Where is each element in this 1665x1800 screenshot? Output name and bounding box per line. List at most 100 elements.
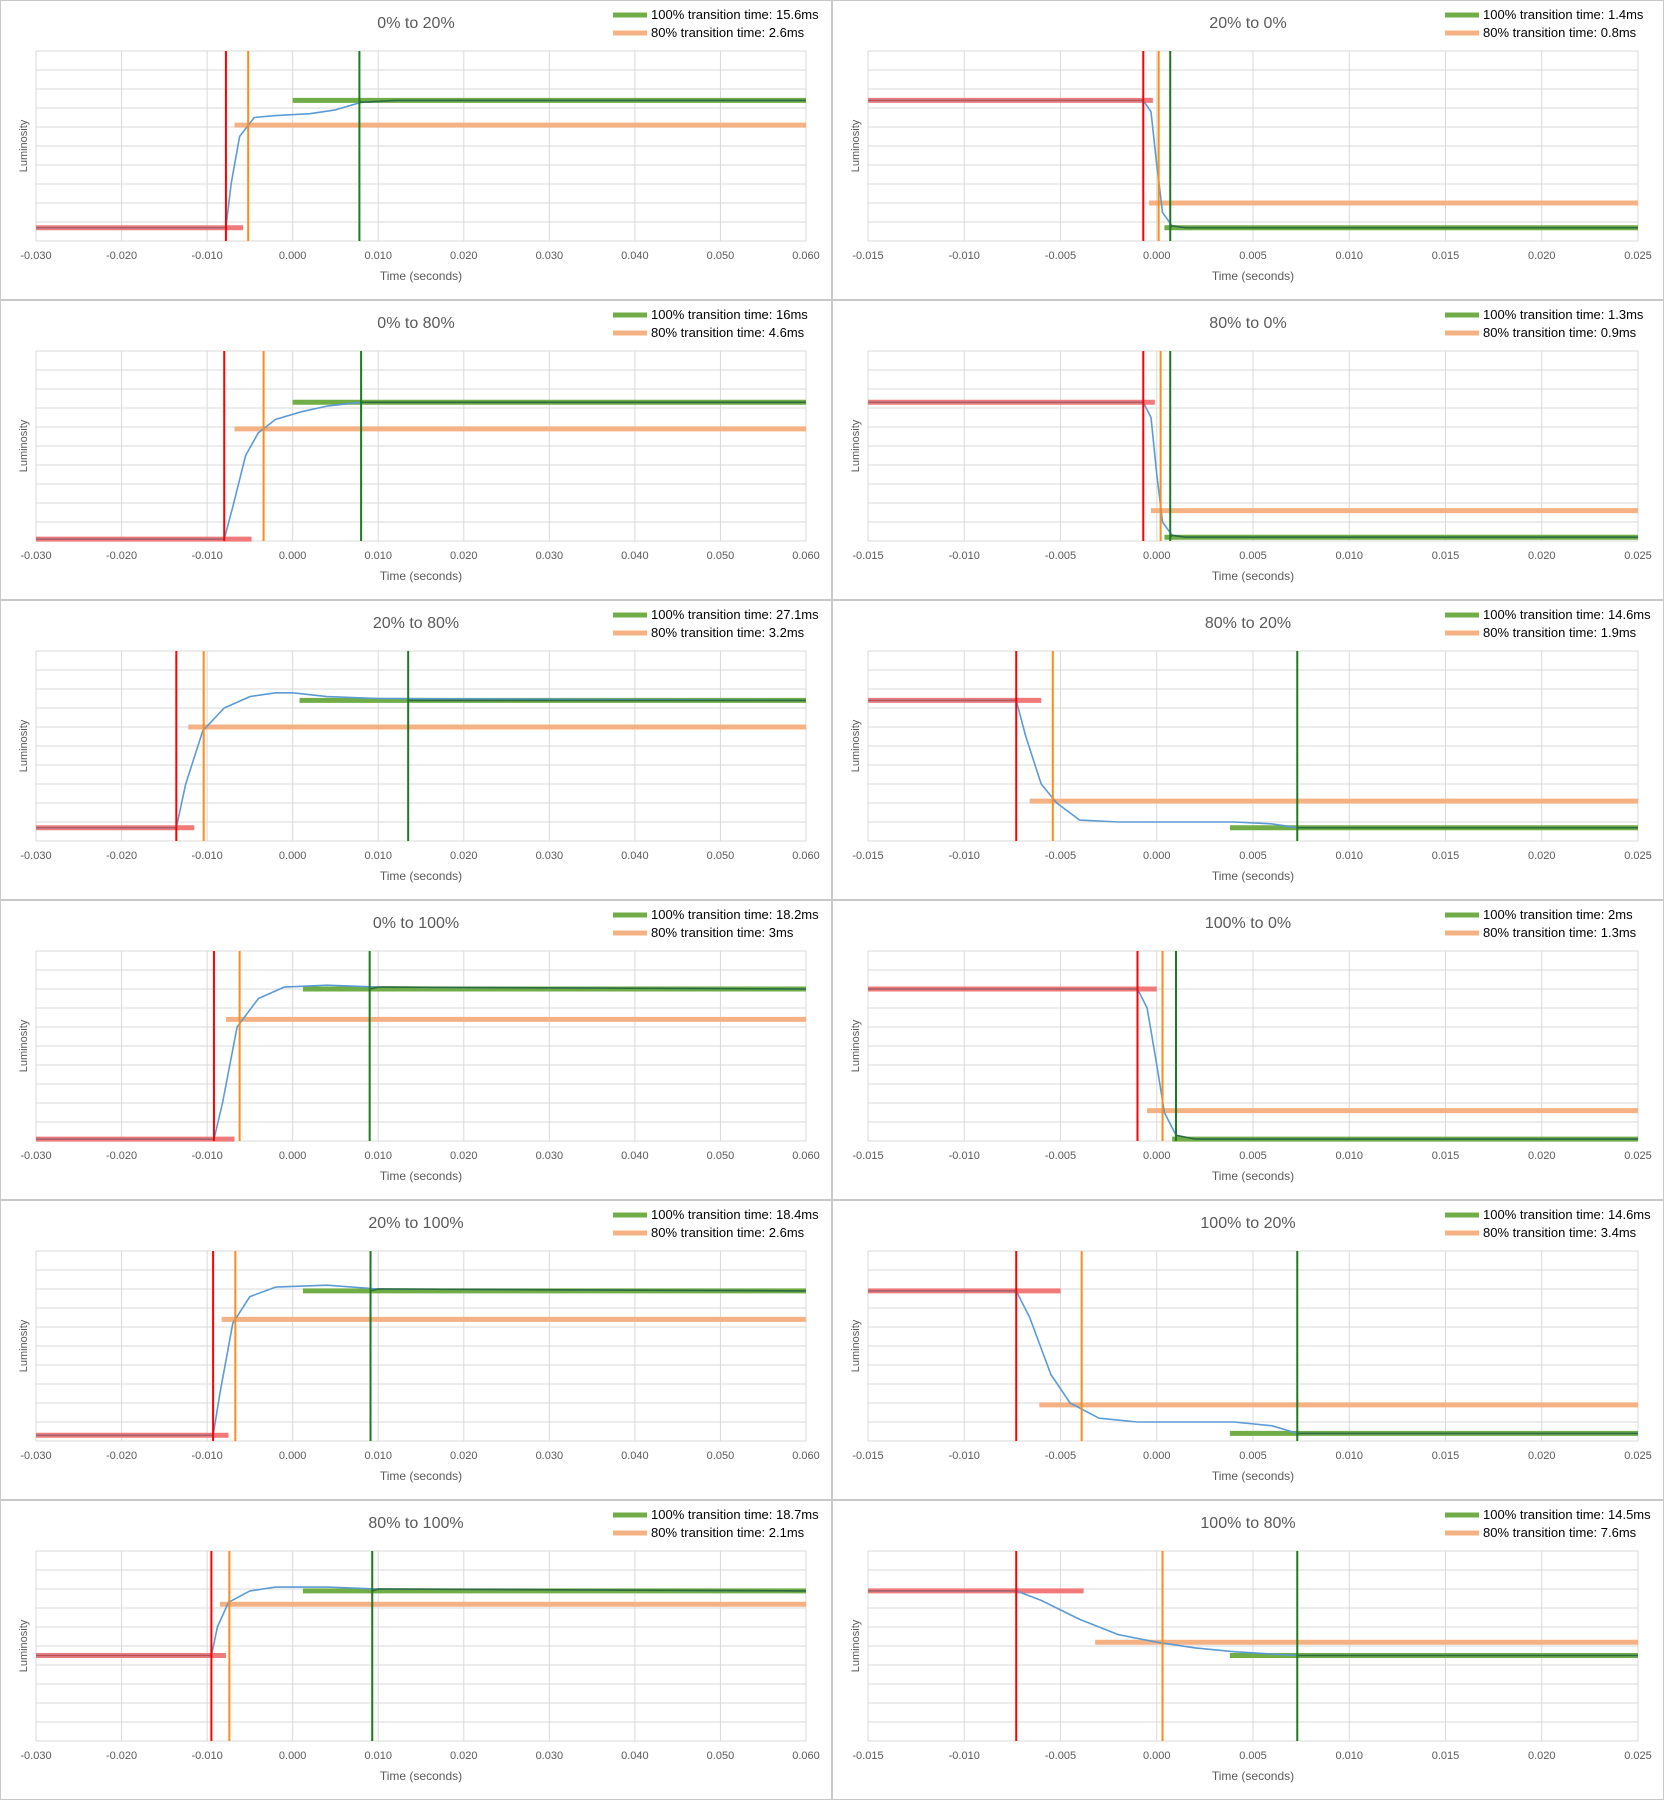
x-axis-label: Time (seconds) xyxy=(380,1169,462,1183)
x-tick-label: -0.005 xyxy=(1045,1150,1076,1162)
x-tick-label: 0.060 xyxy=(792,1450,820,1462)
y-axis-label: Luminosity xyxy=(18,719,30,772)
x-tick-label: 0.005 xyxy=(1239,1450,1267,1462)
chart-panel: -0.015 -0.010 -0.005 0.000 0.005 0.010 0.015 0.… xyxy=(832,900,1664,1200)
x-tick-label: 0.005 xyxy=(1239,250,1267,262)
x-tick-label: -0.010 xyxy=(949,850,980,862)
x-tick-label: 0.025 xyxy=(1624,1150,1652,1162)
legend-80-label: 80% transition time: 3ms xyxy=(651,925,794,940)
luminosity-curve xyxy=(36,1586,807,1657)
chart-svg: -0.030 -0.020 -0.010 0.000 0.010 0.020 0.030 0.… xyxy=(18,1207,820,1483)
x-tick-label: -0.015 xyxy=(852,1750,883,1762)
x-tick-label: 0.010 xyxy=(364,1150,392,1162)
x-tick-label: -0.005 xyxy=(1045,850,1076,862)
legend-80-label: 80% transition time: 3.4ms xyxy=(1483,1225,1637,1240)
x-tick-label: 0.060 xyxy=(792,1150,820,1162)
chart-title: 20% to 0% xyxy=(1209,15,1286,32)
legend-100-label: 100% transition time: 16ms xyxy=(651,307,808,322)
x-axis-label: Time (seconds) xyxy=(380,1769,462,1783)
chart-panel: -0.030 -0.020 -0.010 0.000 0.010 0.020 0.030 0.… xyxy=(0,600,832,900)
x-tick-label: -0.030 xyxy=(20,250,51,262)
x-axis-label: Time (seconds) xyxy=(1212,869,1294,883)
y-axis-label: Luminosity xyxy=(18,1319,30,1372)
x-tick-label: -0.020 xyxy=(106,1150,137,1162)
x-tick-label: -0.030 xyxy=(20,1750,51,1762)
x-tick-label: -0.015 xyxy=(852,550,883,562)
x-axis-label: Time (seconds) xyxy=(1212,1169,1294,1183)
luminosity-curve xyxy=(36,99,806,229)
x-tick-label: 0.020 xyxy=(1528,1750,1556,1762)
legend-100-label: 100% transition time: 27.1ms xyxy=(651,607,819,622)
chart-panel: -0.015 -0.010 -0.005 0.000 0.005 0.010 0.015 0.… xyxy=(832,600,1664,900)
luminosity-curve xyxy=(868,1290,1638,1435)
x-tick-label: 0.050 xyxy=(707,250,735,262)
x-tick-label: 0.000 xyxy=(1143,1150,1171,1162)
x-tick-label: -0.010 xyxy=(192,550,223,562)
luminosity-curve xyxy=(36,1284,807,1437)
x-tick-label: 0.030 xyxy=(536,1150,564,1162)
chart-title: 80% to 20% xyxy=(1205,615,1291,632)
chart-svg: -0.030 -0.020 -0.010 0.000 0.010 0.020 0.030 0.… xyxy=(18,307,820,583)
x-tick-label: 0.000 xyxy=(279,1450,307,1462)
x-axis-label: Time (seconds) xyxy=(380,269,462,283)
legend-80-label: 80% transition time: 1.9ms xyxy=(1483,625,1637,640)
x-tick-label: -0.010 xyxy=(192,850,223,862)
legend-80-label: 80% transition time: 2.1ms xyxy=(651,1525,805,1540)
x-tick-label: -0.030 xyxy=(20,850,51,862)
x-tick-label: 0.020 xyxy=(1528,250,1556,262)
y-axis-label: Luminosity xyxy=(18,119,30,172)
y-axis-label: Luminosity xyxy=(850,119,862,172)
x-tick-label: 0.040 xyxy=(621,850,649,862)
y-axis-label: Luminosity xyxy=(850,1019,862,1072)
x-tick-label: 0.000 xyxy=(279,1150,307,1162)
x-tick-label: 0.050 xyxy=(707,550,735,562)
x-axis-label: Time (seconds) xyxy=(1212,1469,1294,1483)
x-tick-label: 0.030 xyxy=(536,1750,564,1762)
x-tick-label: 0.020 xyxy=(450,850,478,862)
x-tick-label: 0.040 xyxy=(621,550,649,562)
x-tick-label: 0.005 xyxy=(1239,1150,1267,1162)
x-tick-label: 0.015 xyxy=(1432,250,1460,262)
legend-100-label: 100% transition time: 1.4ms xyxy=(1483,7,1644,22)
chart-svg: -0.015 -0.010 -0.005 0.000 0.005 0.010 0.015 0.… xyxy=(850,7,1652,283)
chart-svg: -0.015 -0.010 -0.005 0.000 0.005 0.010 0.015 0.… xyxy=(850,1507,1652,1783)
x-tick-label: 0.005 xyxy=(1239,1750,1267,1762)
chart-panel: -0.015 -0.010 -0.005 0.000 0.005 0.010 0.015 0.… xyxy=(832,0,1664,300)
x-tick-label: 0.020 xyxy=(450,1750,478,1762)
x-tick-label: -0.010 xyxy=(192,250,223,262)
chart-panel: -0.030 -0.020 -0.010 0.000 0.010 0.020 0.030 0.… xyxy=(0,1200,832,1500)
chart-svg: -0.015 -0.010 -0.005 0.000 0.005 0.010 0.015 0.… xyxy=(850,307,1652,583)
x-axis-label: Time (seconds) xyxy=(1212,569,1294,583)
legend-100-label: 100% transition time: 15.6ms xyxy=(651,7,819,22)
chart-svg: -0.015 -0.010 -0.005 0.000 0.005 0.010 0.015 0.… xyxy=(850,607,1652,883)
x-tick-label: 0.000 xyxy=(1143,1750,1171,1762)
x-tick-label: 0.010 xyxy=(364,550,392,562)
x-axis-label: Time (seconds) xyxy=(380,569,462,583)
legend-80-label: 80% transition time: 3.2ms xyxy=(651,625,805,640)
chart-svg: -0.030 -0.020 -0.010 0.000 0.010 0.020 0.030 0.… xyxy=(18,7,820,283)
legend-100-label: 100% transition time: 14.6ms xyxy=(1483,1207,1651,1222)
x-axis-label: Time (seconds) xyxy=(1212,1769,1294,1783)
settled-trace xyxy=(370,1288,807,1292)
x-tick-label: 0.040 xyxy=(621,1150,649,1162)
chart-panel: -0.030 -0.020 -0.010 0.000 0.010 0.020 0.030 0.… xyxy=(0,300,832,600)
chart-title: 100% to 80% xyxy=(1200,1515,1295,1532)
legend-80-label: 80% transition time: 4.6ms xyxy=(651,325,805,340)
x-tick-label: -0.015 xyxy=(852,1450,883,1462)
x-tick-label: 0.010 xyxy=(1335,1150,1363,1162)
x-tick-label: -0.020 xyxy=(106,1750,137,1762)
x-tick-label: 0.030 xyxy=(536,250,564,262)
x-tick-label: 0.020 xyxy=(450,1150,478,1162)
x-tick-label: 0.015 xyxy=(1432,1750,1460,1762)
chart-title: 0% to 20% xyxy=(377,15,454,32)
x-tick-label: 0.025 xyxy=(1624,1750,1652,1762)
x-tick-label: -0.010 xyxy=(949,550,980,562)
x-tick-label: 0.015 xyxy=(1432,1150,1460,1162)
x-tick-label: 0.010 xyxy=(1335,1450,1363,1462)
legend-80-label: 80% transition time: 0.8ms xyxy=(1483,25,1637,40)
x-axis-label: Time (seconds) xyxy=(1212,269,1294,283)
x-tick-label: 0.030 xyxy=(536,1450,564,1462)
x-tick-label: 0.010 xyxy=(364,1450,392,1462)
y-axis-label: Luminosity xyxy=(850,1619,862,1672)
